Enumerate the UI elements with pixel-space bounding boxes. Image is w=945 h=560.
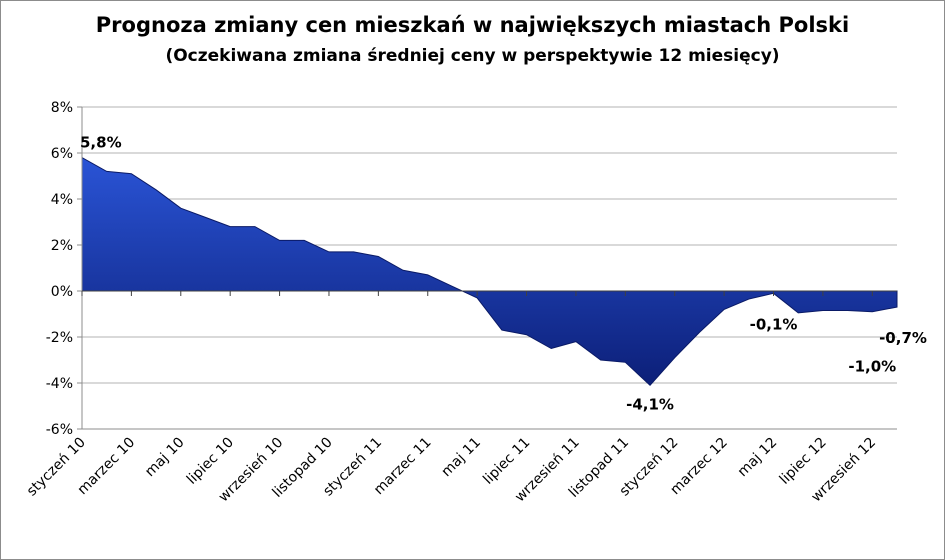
data-label: 5,8% bbox=[80, 134, 122, 152]
y-tick-label: -6% bbox=[46, 422, 73, 438]
data-label: -1,0% bbox=[848, 358, 896, 376]
y-tick-label: 8% bbox=[51, 100, 73, 116]
y-tick-label: -4% bbox=[46, 376, 73, 392]
y-tick-label: -2% bbox=[46, 330, 73, 346]
y-tick-label: 4% bbox=[51, 192, 73, 208]
y-tick-label: 6% bbox=[51, 146, 73, 162]
data-label: -0,7% bbox=[879, 329, 927, 347]
x-tick-label: maj 12 bbox=[735, 435, 781, 481]
x-tick-label: maj 10 bbox=[142, 435, 188, 481]
data-label: -4,1% bbox=[626, 395, 674, 413]
y-tick-label: 0% bbox=[51, 284, 73, 300]
series-area bbox=[81, 156, 898, 387]
chart-subtitle: (Oczekiwana zmiana średniej ceny w persp… bbox=[165, 46, 780, 66]
x-tick-label: maj 11 bbox=[438, 435, 484, 481]
chart-title: Prognoza zmiany cen mieszkań w największ… bbox=[95, 13, 850, 37]
y-tick-label: 2% bbox=[51, 238, 73, 254]
data-label: -0,1% bbox=[750, 315, 798, 333]
